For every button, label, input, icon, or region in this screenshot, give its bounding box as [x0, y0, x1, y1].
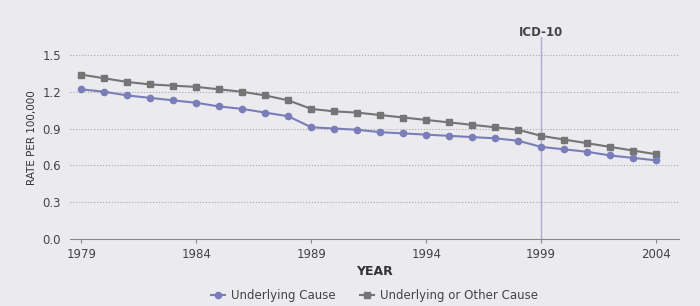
Underlying or Other Cause [77, 73, 85, 76]
Underlying or Other Cause [652, 152, 660, 156]
Underlying Cause [193, 101, 201, 105]
Underlying or Other Cause [215, 88, 223, 91]
Underlying Cause [583, 150, 592, 154]
Underlying or Other Cause [537, 134, 545, 138]
Underlying Cause [100, 90, 108, 94]
X-axis label: YEAR: YEAR [356, 265, 393, 278]
Underlying or Other Cause [514, 128, 522, 132]
Underlying Cause [376, 130, 384, 134]
Underlying or Other Cause [422, 118, 430, 122]
Underlying Cause [445, 134, 454, 138]
Underlying Cause [422, 133, 430, 136]
Legend: Underlying Cause, Underlying or Other Cause: Underlying Cause, Underlying or Other Ca… [211, 289, 538, 302]
Underlying or Other Cause [261, 94, 270, 97]
Underlying Cause [261, 111, 270, 114]
Underlying or Other Cause [307, 107, 316, 111]
Underlying or Other Cause [376, 113, 384, 117]
Underlying Cause [215, 105, 223, 108]
Underlying Cause [77, 88, 85, 91]
Underlying Cause [514, 139, 522, 143]
Underlying or Other Cause [445, 121, 454, 124]
Underlying Cause [307, 125, 316, 129]
Line: Underlying or Other Cause: Underlying or Other Cause [78, 72, 659, 157]
Underlying Cause [238, 107, 246, 111]
Underlying or Other Cause [491, 125, 499, 129]
Underlying Cause [491, 136, 499, 140]
Underlying Cause [284, 114, 293, 118]
Underlying or Other Cause [100, 76, 108, 80]
Underlying Cause [629, 156, 637, 160]
Underlying or Other Cause [468, 123, 477, 127]
Underlying Cause [652, 159, 660, 162]
Underlying or Other Cause [169, 84, 178, 88]
Underlying or Other Cause [629, 149, 637, 152]
Underlying Cause [330, 127, 339, 130]
Underlying Cause [123, 94, 132, 97]
Underlying or Other Cause [583, 141, 592, 145]
Underlying Cause [353, 128, 361, 132]
Underlying or Other Cause [146, 83, 155, 86]
Underlying or Other Cause [284, 99, 293, 102]
Underlying Cause [399, 132, 407, 135]
Underlying Cause [606, 154, 615, 157]
Underlying or Other Cause [353, 111, 361, 114]
Underlying Cause [468, 135, 477, 139]
Underlying or Other Cause [399, 116, 407, 119]
Text: ICD-10: ICD-10 [519, 26, 564, 39]
Underlying Cause [537, 145, 545, 149]
Underlying or Other Cause [193, 85, 201, 89]
Underlying or Other Cause [238, 90, 246, 94]
Underlying or Other Cause [606, 145, 615, 149]
Underlying Cause [146, 96, 155, 100]
Underlying Cause [169, 99, 178, 102]
Underlying or Other Cause [330, 110, 339, 113]
Underlying Cause [560, 147, 568, 151]
Line: Underlying Cause: Underlying Cause [78, 86, 659, 163]
Underlying or Other Cause [560, 138, 568, 141]
Underlying or Other Cause [123, 80, 132, 84]
Y-axis label: RATE PER 100,000: RATE PER 100,000 [27, 90, 36, 185]
